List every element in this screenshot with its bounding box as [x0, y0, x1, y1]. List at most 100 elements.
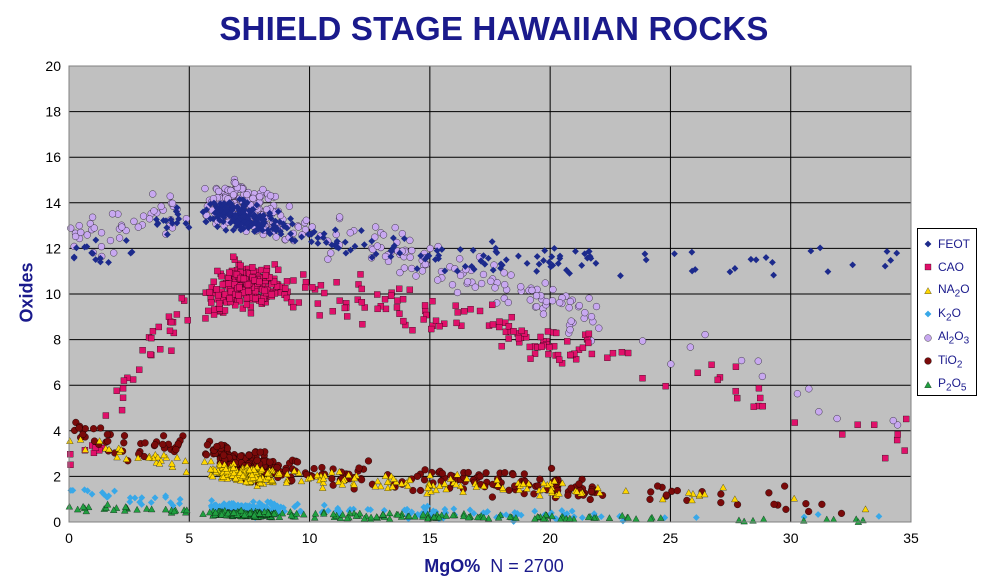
data-point: [108, 210, 117, 218]
data-point: [106, 236, 115, 245]
data-point: [275, 266, 282, 274]
data-point: [586, 495, 594, 504]
data-point: [182, 219, 190, 227]
x-tick-label: 30: [783, 530, 799, 546]
legend-label: Al2O3: [938, 329, 970, 347]
data-point: [302, 284, 309, 291]
data-point: [701, 331, 709, 339]
data-point: [237, 262, 244, 269]
data-point: [169, 502, 177, 510]
data-point: [805, 385, 813, 393]
data-point: [924, 240, 932, 248]
data-point: [556, 299, 564, 307]
data-point: [121, 506, 129, 514]
data-point: [287, 215, 294, 223]
data-point: [242, 478, 250, 485]
data-point: [506, 513, 514, 520]
data-point: [453, 319, 460, 327]
data-point: [688, 248, 696, 256]
data-point: [154, 453, 162, 461]
data-point: [791, 419, 798, 426]
data-point: [737, 356, 746, 365]
data-point: [467, 306, 474, 313]
legend-marker: [922, 308, 936, 320]
data-point: [454, 309, 461, 316]
data-point: [758, 372, 766, 381]
data-point: [805, 507, 813, 516]
data-point: [379, 231, 388, 239]
data-point: [489, 321, 497, 328]
data-point: [333, 237, 341, 245]
data-point: [618, 511, 626, 519]
data-point: [379, 510, 387, 518]
data-point: [331, 226, 339, 234]
data-point: [256, 504, 263, 511]
data-point: [97, 229, 106, 237]
data-point: [597, 513, 605, 521]
data-point: [566, 326, 574, 334]
data-point: [546, 344, 553, 351]
data-point: [731, 265, 739, 272]
data-point: [526, 296, 534, 304]
legend-marker: [922, 332, 936, 344]
data-point: [234, 501, 242, 509]
data-point: [233, 203, 241, 211]
data-point: [231, 179, 239, 187]
data-point: [283, 294, 291, 302]
data-point: [213, 286, 220, 293]
data-point: [168, 199, 177, 207]
data-point: [246, 509, 254, 517]
data-point: [120, 439, 128, 447]
data-point: [542, 297, 550, 306]
data-point: [219, 281, 226, 288]
data-point: [205, 307, 212, 315]
data-point: [295, 299, 302, 306]
data-point: [871, 421, 878, 428]
data-point: [226, 295, 233, 302]
data-point: [231, 502, 239, 510]
data-point: [735, 516, 743, 524]
data-point: [540, 514, 548, 522]
data-point: [307, 473, 315, 481]
legend-item-tio2: TiO2: [922, 350, 976, 374]
y-tick-label: 2: [53, 468, 61, 484]
data-point: [211, 306, 218, 313]
data-point: [275, 513, 284, 520]
legend-marker: [922, 285, 936, 297]
data-point: [502, 511, 510, 519]
data-point: [230, 253, 237, 260]
data-point: [519, 480, 527, 487]
data-point: [122, 455, 131, 462]
data-point: [453, 470, 461, 478]
y-tick-label: 14: [45, 195, 61, 211]
data-point: [245, 466, 254, 473]
data-point: [255, 220, 263, 227]
data-point: [259, 213, 267, 220]
data-point: [233, 271, 241, 278]
data-point: [456, 255, 464, 263]
data-point: [802, 500, 810, 508]
data-point: [167, 499, 174, 507]
data-point: [258, 266, 265, 274]
data-point: [102, 412, 110, 419]
data-point: [837, 509, 846, 517]
data-point: [105, 492, 113, 500]
data-point: [480, 513, 488, 521]
data-point: [442, 512, 450, 519]
data-point: [688, 267, 696, 275]
data-point: [66, 437, 74, 444]
data-point: [247, 218, 255, 226]
data-point: [202, 218, 210, 225]
data-point: [654, 482, 662, 490]
data-point: [544, 328, 552, 335]
chart-title: SHIELD STAGE HAWAIIAN ROCKS: [219, 10, 769, 47]
data-point: [259, 185, 267, 194]
data-point: [113, 453, 121, 461]
data-point: [430, 513, 438, 520]
data-point: [924, 357, 932, 365]
y-tick-label: 12: [45, 240, 61, 256]
data-point: [234, 218, 241, 226]
data-point: [470, 509, 478, 517]
data-point: [346, 229, 354, 237]
y-tick-label: 16: [45, 149, 61, 165]
